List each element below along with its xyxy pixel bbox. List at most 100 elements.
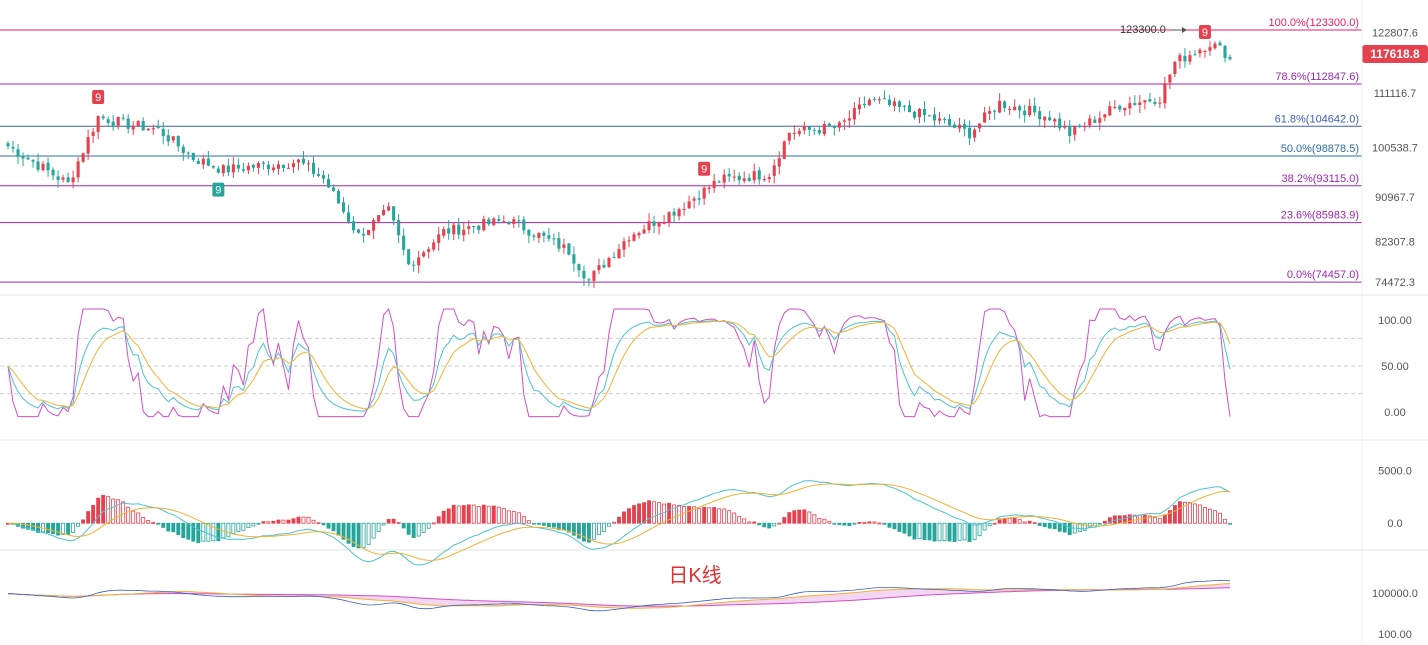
macd-histogram-bar bbox=[952, 522, 957, 542]
macd-histogram-bar bbox=[576, 522, 581, 539]
candle-body bbox=[306, 163, 311, 165]
candle-body bbox=[392, 206, 396, 221]
macd-histogram-bar bbox=[351, 522, 356, 548]
macd-histogram-bar bbox=[166, 522, 171, 532]
candle-body bbox=[36, 161, 40, 170]
td-signal-label: 9 bbox=[95, 92, 101, 104]
macd-histogram-bar bbox=[171, 522, 176, 533]
candle-body bbox=[993, 110, 997, 112]
candle-body bbox=[877, 99, 881, 101]
candle-body bbox=[592, 270, 596, 281]
candle-body bbox=[16, 149, 20, 157]
macd-histogram-bar bbox=[932, 522, 937, 542]
candle-body bbox=[652, 221, 656, 226]
macd-histogram-bar bbox=[697, 507, 702, 524]
ma20-line bbox=[7, 583, 1231, 609]
candle-body bbox=[622, 241, 626, 250]
candle-body bbox=[963, 124, 967, 129]
candle-body bbox=[1108, 106, 1112, 116]
kdj-d-line bbox=[7, 320, 1231, 410]
candle-body bbox=[246, 165, 250, 171]
candle-body bbox=[647, 221, 651, 231]
macd-histogram-bar bbox=[386, 518, 391, 524]
candle-body bbox=[587, 279, 591, 281]
td-signal-label: 9 bbox=[215, 185, 221, 197]
fib-label: 100.0%(123300.0) bbox=[1268, 17, 1359, 29]
macd-histogram-bar bbox=[316, 522, 321, 525]
macd-histogram-bar bbox=[376, 522, 381, 532]
candle-body bbox=[21, 155, 25, 159]
candle-body bbox=[467, 226, 471, 229]
macd-histogram-bar bbox=[992, 522, 997, 525]
candle-body bbox=[842, 120, 846, 122]
macd-histogram-bar bbox=[241, 522, 246, 531]
macd-histogram-bar bbox=[632, 505, 636, 524]
macd-histogram-bar bbox=[586, 522, 591, 543]
macd-histogram-bar bbox=[917, 522, 922, 539]
high-annotation-label: 123300.0 bbox=[1120, 24, 1166, 36]
macd-histogram-bar bbox=[707, 507, 712, 524]
macd-histogram-bar bbox=[1147, 515, 1152, 524]
candle-body bbox=[106, 119, 110, 123]
candle-body bbox=[897, 101, 902, 107]
candle-body bbox=[847, 118, 851, 121]
macd-histogram-bar bbox=[1022, 521, 1027, 524]
macd-histogram-bar bbox=[151, 522, 156, 524]
candle-body bbox=[1088, 118, 1092, 126]
macd-histogram-bar bbox=[296, 516, 301, 524]
macd-histogram-bar bbox=[827, 520, 832, 524]
macd-histogram-bar bbox=[942, 522, 947, 541]
candle-body bbox=[787, 132, 791, 141]
candle-body bbox=[1013, 106, 1017, 111]
td-signal-badge bbox=[698, 161, 711, 176]
kdj-panel: 100.00 50.00 0.00 bbox=[0, 307, 1412, 419]
macd-histogram-bar bbox=[521, 516, 526, 524]
candle-body bbox=[442, 229, 446, 236]
candle-body bbox=[131, 125, 135, 130]
candle-body bbox=[522, 219, 526, 231]
macd-histogram-bar bbox=[702, 506, 707, 524]
macd-dea-line bbox=[7, 483, 1231, 561]
macd-histogram-bar bbox=[1223, 518, 1227, 524]
candle-body bbox=[567, 243, 571, 255]
candle-body bbox=[657, 222, 661, 227]
macd-histogram-bar bbox=[331, 522, 336, 532]
candle-body bbox=[682, 209, 686, 211]
macd-histogram-bar bbox=[451, 504, 456, 524]
macd-histogram-bar bbox=[597, 522, 601, 536]
candle-body bbox=[417, 257, 421, 266]
candle-body bbox=[437, 234, 441, 243]
candle-body bbox=[477, 225, 481, 231]
macd-histogram-bar bbox=[121, 501, 126, 524]
candle-body bbox=[457, 224, 461, 235]
candle-body bbox=[932, 114, 937, 121]
macd-histogram-bar bbox=[857, 522, 862, 524]
macd-histogram-bar bbox=[416, 522, 421, 537]
macd-histogram-bar bbox=[627, 508, 631, 524]
macd-histogram-bar bbox=[61, 522, 66, 535]
candle-body bbox=[206, 158, 210, 166]
current-price-badge bbox=[1362, 45, 1428, 63]
high-annotation: 123300.0 bbox=[1120, 24, 1187, 36]
macd-histogram-bar bbox=[867, 521, 872, 524]
candle-body bbox=[111, 121, 115, 126]
candle-body bbox=[958, 124, 962, 129]
macd-histogram-bar bbox=[722, 508, 727, 524]
candle-body bbox=[141, 121, 145, 131]
chart-caption: 日K线 bbox=[668, 564, 721, 587]
candle-body bbox=[572, 254, 576, 264]
candle-body bbox=[76, 161, 80, 178]
candle-body bbox=[1048, 117, 1052, 121]
macd-histogram-bar bbox=[286, 519, 291, 524]
macd-histogram-bar bbox=[747, 521, 752, 524]
macd-histogram-bar bbox=[957, 522, 962, 541]
candle-body bbox=[1168, 74, 1172, 83]
candle-body bbox=[968, 127, 972, 139]
candle-body bbox=[1133, 103, 1137, 105]
candle-body bbox=[251, 164, 255, 168]
macd-histogram-bar bbox=[446, 508, 451, 524]
candle-body bbox=[542, 232, 546, 236]
macd-histogram-bar bbox=[812, 514, 817, 524]
candle-body bbox=[757, 170, 761, 180]
